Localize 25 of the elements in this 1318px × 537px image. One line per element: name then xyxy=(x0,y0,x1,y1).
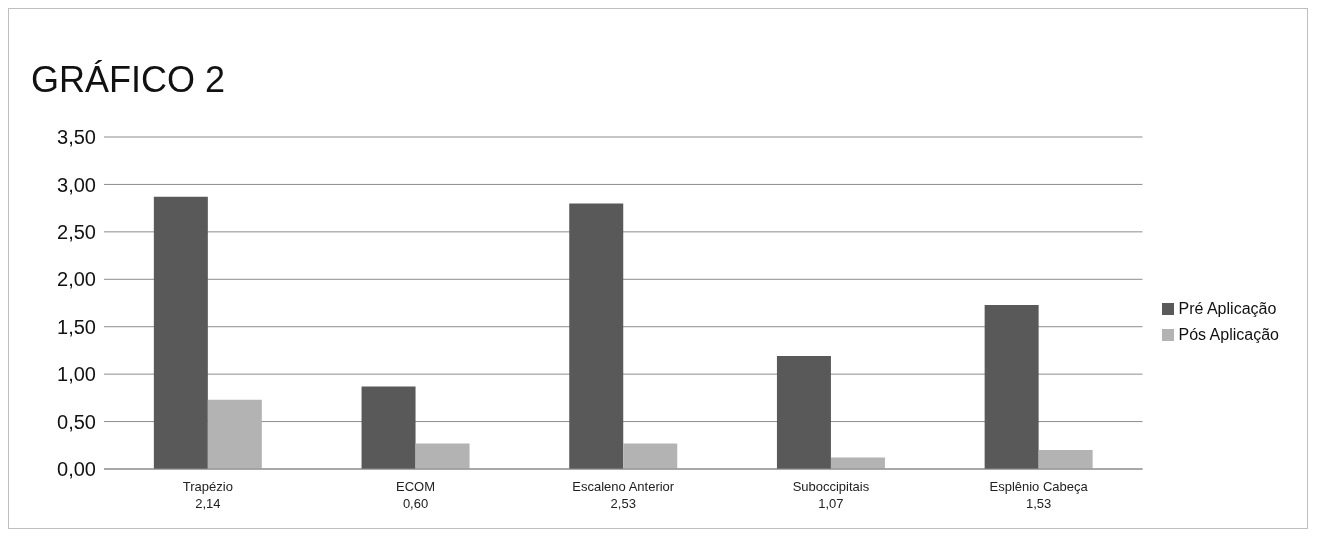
legend-label: Pós Aplicação xyxy=(1178,325,1279,343)
x-tick-label: Suboccipitais 1,07 xyxy=(792,479,870,511)
bar xyxy=(1038,450,1093,469)
y-tick-label: 3,00 xyxy=(57,173,96,196)
bar xyxy=(415,443,470,469)
x-tick-label: Trapézio 2,14 xyxy=(182,479,233,511)
y-tick-label: 3,50 xyxy=(57,126,96,149)
bar xyxy=(984,304,1039,469)
legend-label: Pré Aplicação xyxy=(1178,299,1277,317)
y-tick-label: 2,00 xyxy=(57,268,96,291)
x-tick-label: Esplênio Cabeça 1,53 xyxy=(989,479,1089,511)
y-tick-label: 1,50 xyxy=(57,315,96,338)
bar xyxy=(207,399,262,469)
y-tick-label: 2,50 xyxy=(57,220,96,243)
bar xyxy=(361,386,416,469)
x-tick-label: Escaleno Anterior 2,53 xyxy=(572,479,675,511)
y-tick-label: 0,00 xyxy=(57,458,96,481)
y-tick-label: 0,50 xyxy=(57,410,96,433)
bar xyxy=(623,443,678,469)
chart-title: GRÁFICO 2 xyxy=(31,59,226,101)
x-tick-label: ECOM 0,60 xyxy=(396,479,436,511)
bar xyxy=(569,203,624,469)
y-tick-label: 1,00 xyxy=(57,363,96,386)
bar xyxy=(153,196,208,469)
bar xyxy=(776,356,831,469)
